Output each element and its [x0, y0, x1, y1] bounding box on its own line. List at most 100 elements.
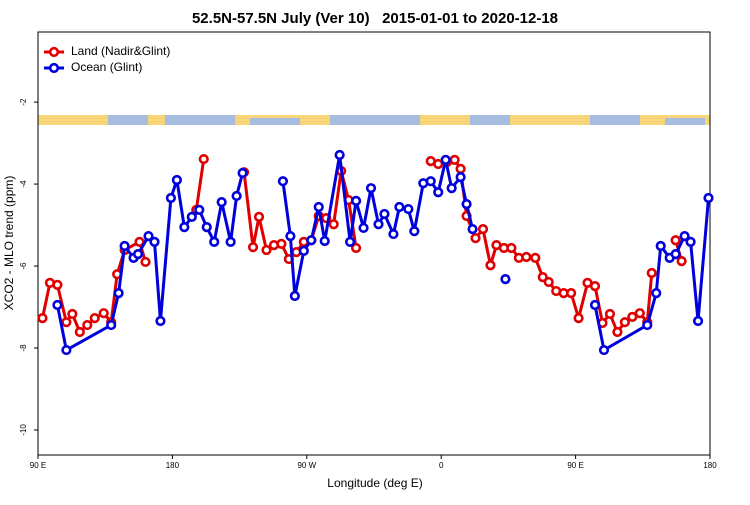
data-point — [334, 149, 345, 161]
x-tick-label: 180 — [703, 461, 717, 470]
data-point — [619, 317, 630, 328]
data-point — [216, 197, 227, 208]
data-point — [328, 219, 339, 230]
y-tick-label: -8 — [19, 344, 28, 352]
map-ocean — [250, 118, 300, 125]
data-point — [350, 242, 362, 254]
data-point — [186, 211, 197, 222]
data-point — [149, 236, 160, 247]
data-point — [179, 222, 190, 233]
data-point — [409, 226, 420, 237]
data-point — [225, 236, 236, 247]
data-point — [679, 231, 690, 242]
map-ocean — [330, 115, 420, 125]
data-point — [589, 281, 601, 292]
data-point — [477, 224, 489, 235]
data-point — [237, 167, 248, 179]
data-point — [134, 236, 145, 247]
map-ocean — [590, 115, 640, 125]
data-point — [171, 174, 182, 186]
data-point — [285, 231, 296, 242]
data-point — [692, 315, 704, 327]
data-point — [140, 256, 151, 268]
data-point — [440, 154, 451, 165]
data-point — [425, 176, 436, 187]
data-point — [470, 233, 481, 244]
data-point — [61, 344, 72, 356]
data-point — [455, 171, 466, 183]
data-point — [394, 201, 405, 213]
map-ocean — [665, 118, 705, 125]
map-ocean — [108, 115, 148, 125]
data-point — [566, 287, 577, 299]
series-line — [194, 158, 206, 211]
y-tick-label: -2 — [19, 98, 28, 106]
data-point — [67, 308, 78, 320]
data-point — [670, 235, 681, 246]
x-tick-label: 0 — [439, 461, 444, 470]
data-point — [261, 244, 272, 256]
legend-marker — [48, 46, 60, 58]
y-tick-label: -10 — [19, 424, 28, 436]
data-point — [132, 249, 144, 260]
data-point — [634, 308, 645, 319]
x-axis-label: Longitude (deg E) — [327, 476, 422, 490]
data-point — [143, 231, 154, 242]
data-point — [113, 287, 124, 299]
data-point — [485, 260, 496, 271]
data-point — [500, 274, 511, 285]
data-point — [646, 267, 657, 279]
data-point — [155, 315, 166, 327]
data-point — [253, 211, 265, 222]
data-point — [74, 326, 85, 338]
data-point — [345, 236, 356, 247]
data-point — [543, 276, 554, 288]
data-point — [403, 203, 414, 215]
y-tick-label: -4 — [19, 180, 28, 188]
map-ocean — [165, 115, 235, 125]
data-point — [506, 242, 517, 254]
data-point — [52, 279, 63, 290]
data-point — [289, 290, 300, 302]
x-tick-label: 180 — [166, 461, 180, 470]
data-point — [627, 311, 638, 322]
series-line — [281, 154, 475, 297]
data-point — [521, 251, 532, 263]
data-point — [350, 195, 362, 206]
data-point — [449, 154, 460, 165]
data-point — [651, 287, 662, 299]
data-point — [247, 242, 259, 253]
data-point — [589, 299, 601, 311]
data-point — [388, 228, 399, 240]
data-point — [670, 249, 681, 260]
data-point — [433, 158, 444, 170]
data-point — [89, 312, 100, 324]
data-point — [612, 326, 623, 338]
data-point — [530, 252, 541, 263]
x-tick-label: 90 W — [297, 461, 316, 470]
data-point — [201, 222, 212, 233]
data-point — [379, 208, 390, 220]
x-tick-label: 90 E — [567, 461, 583, 470]
data-point — [165, 192, 177, 204]
data-point — [119, 240, 130, 252]
data-point — [598, 344, 610, 356]
data-point — [455, 163, 466, 175]
data-point — [231, 190, 242, 202]
x-tick-label: 90 E — [30, 461, 46, 470]
data-point — [573, 312, 584, 324]
data-point — [604, 308, 616, 320]
data-point — [313, 201, 324, 213]
plot-frame — [37, 31, 711, 456]
data-point — [358, 222, 369, 234]
data-point — [106, 319, 117, 331]
data-point — [373, 219, 384, 230]
data-point — [319, 235, 330, 247]
data-point — [655, 240, 666, 252]
data-point — [61, 317, 72, 328]
data-point — [642, 319, 653, 331]
data-point — [703, 192, 714, 204]
data-point — [676, 256, 687, 267]
